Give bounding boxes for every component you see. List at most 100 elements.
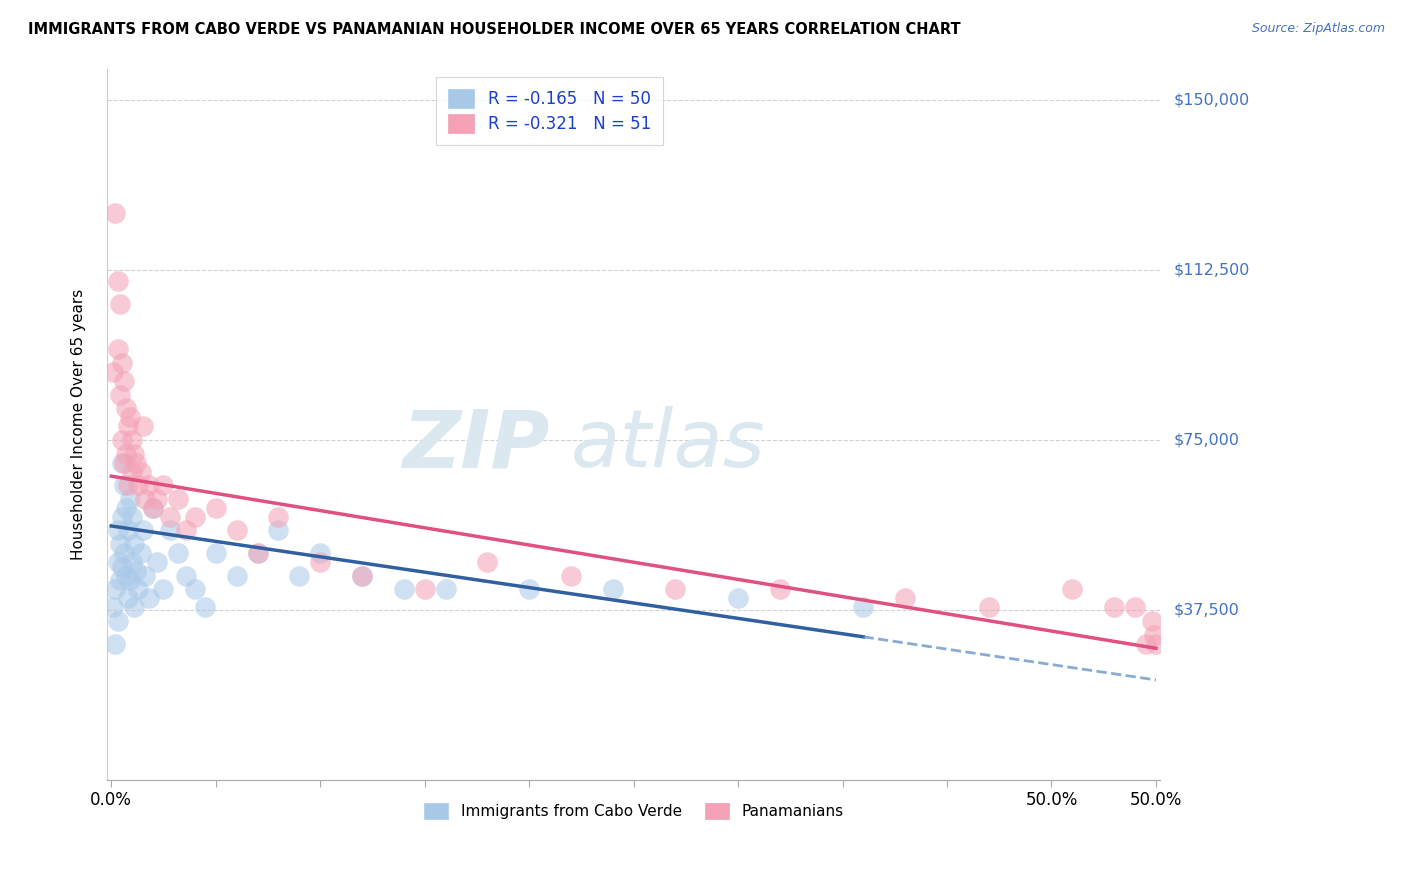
Point	[517, 582, 540, 597]
Point	[246, 546, 269, 560]
Point	[267, 524, 290, 538]
Point	[138, 591, 160, 606]
Point	[852, 600, 875, 615]
Point	[769, 582, 792, 597]
Point	[107, 274, 129, 288]
Point	[1140, 614, 1163, 628]
Point	[129, 546, 152, 560]
Point	[121, 509, 143, 524]
Point	[664, 582, 686, 597]
Point	[127, 582, 149, 597]
Point	[108, 387, 131, 401]
Point	[727, 591, 749, 606]
Point	[111, 356, 134, 370]
Point	[111, 433, 134, 447]
Point	[122, 537, 145, 551]
Point	[117, 419, 139, 434]
Text: Source: ZipAtlas.com: Source: ZipAtlas.com	[1251, 22, 1385, 36]
Point	[103, 600, 125, 615]
Point	[152, 478, 174, 492]
Point	[246, 546, 269, 560]
Point	[112, 478, 135, 492]
Point	[120, 574, 142, 588]
Point	[350, 569, 373, 583]
Legend: Immigrants from Cabo Verde, Panamanians: Immigrants from Cabo Verde, Panamanians	[418, 797, 849, 825]
Point	[159, 524, 181, 538]
Point	[107, 343, 129, 357]
Point	[602, 582, 624, 597]
Point	[112, 456, 135, 470]
Y-axis label: Householder Income Over 65 years: Householder Income Over 65 years	[72, 288, 86, 559]
Point	[146, 555, 169, 569]
Text: atlas: atlas	[571, 407, 765, 484]
Point	[204, 500, 226, 515]
Point	[392, 582, 415, 597]
Point	[152, 582, 174, 597]
Point	[104, 582, 127, 597]
Point	[434, 582, 457, 597]
Point	[350, 569, 373, 583]
Point	[477, 555, 499, 569]
Point	[142, 500, 165, 515]
Point	[115, 401, 138, 416]
Point	[129, 465, 152, 479]
Point	[159, 509, 181, 524]
Point	[125, 456, 148, 470]
Point	[131, 419, 153, 434]
Point	[225, 524, 247, 538]
Point	[120, 410, 142, 425]
Point	[1143, 628, 1166, 642]
Text: $150,000: $150,000	[1174, 93, 1250, 108]
Text: $37,500: $37,500	[1174, 602, 1240, 617]
Text: $112,500: $112,500	[1174, 262, 1250, 277]
Point	[309, 555, 332, 569]
Point	[309, 546, 332, 560]
Point	[112, 374, 135, 388]
Point	[176, 569, 198, 583]
Point	[108, 574, 131, 588]
Point	[194, 600, 217, 615]
Point	[115, 569, 138, 583]
Point	[167, 546, 190, 560]
Point	[184, 582, 207, 597]
Point	[122, 600, 145, 615]
Point	[115, 446, 138, 460]
Point	[167, 491, 190, 506]
Point	[204, 546, 226, 560]
Point	[184, 509, 207, 524]
Point	[111, 509, 134, 524]
Point	[104, 637, 127, 651]
Point	[112, 546, 135, 560]
Point	[111, 456, 134, 470]
Point	[1102, 600, 1125, 615]
Point	[1123, 600, 1146, 615]
Text: IMMIGRANTS FROM CABO VERDE VS PANAMANIAN HOUSEHOLDER INCOME OVER 65 YEARS CORREL: IMMIGRANTS FROM CABO VERDE VS PANAMANIAN…	[28, 22, 960, 37]
Text: ZIP: ZIP	[402, 407, 550, 484]
Point	[134, 569, 156, 583]
Point	[115, 500, 138, 515]
Point	[103, 365, 125, 379]
Point	[176, 524, 198, 538]
Point	[977, 600, 1000, 615]
Point	[131, 524, 153, 538]
Point	[108, 537, 131, 551]
Point	[1135, 637, 1157, 651]
Point	[288, 569, 311, 583]
Point	[121, 555, 143, 569]
Point	[121, 433, 143, 447]
Point	[107, 555, 129, 569]
Point	[117, 591, 139, 606]
Point	[225, 569, 247, 583]
Point	[267, 509, 290, 524]
Point	[125, 564, 148, 578]
Point	[122, 446, 145, 460]
Point	[120, 491, 142, 506]
Point	[127, 478, 149, 492]
Point	[413, 582, 436, 597]
Point	[894, 591, 917, 606]
Point	[560, 569, 582, 583]
Point	[117, 524, 139, 538]
Point	[107, 614, 129, 628]
Point	[111, 559, 134, 574]
Point	[1062, 582, 1084, 597]
